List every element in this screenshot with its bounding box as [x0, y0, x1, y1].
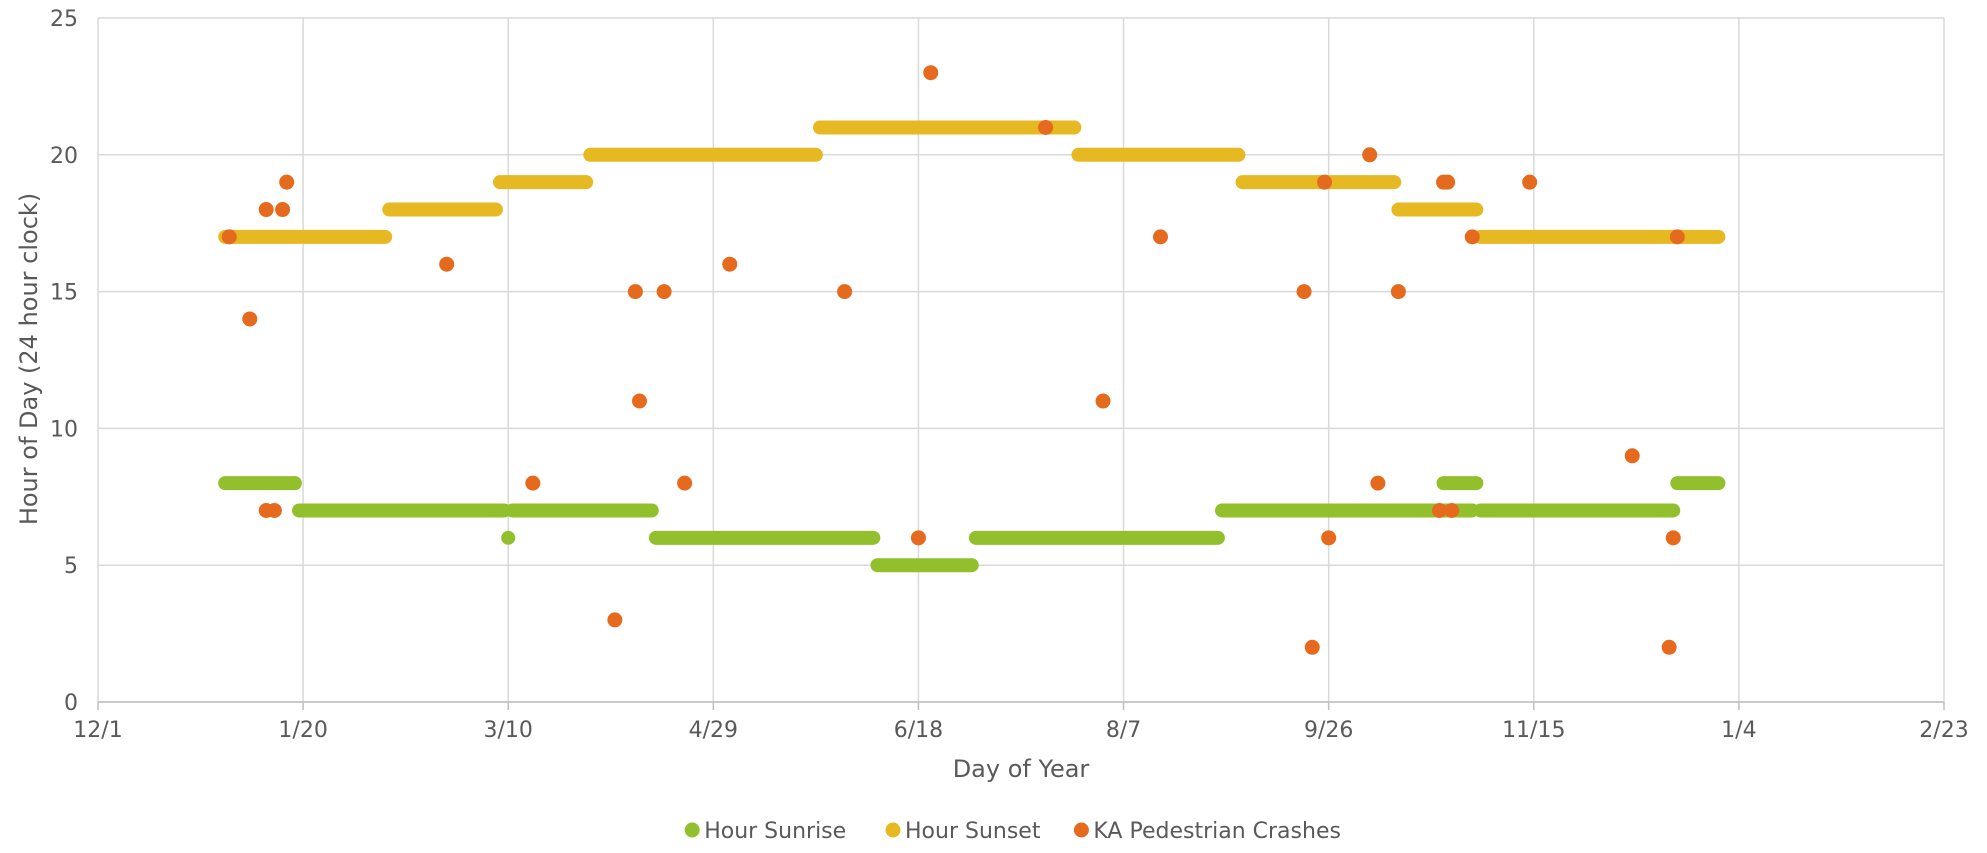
x-tick-label: 1/4 — [1721, 718, 1756, 743]
legend-label: KA Pedestrian Crashes — [1093, 819, 1341, 844]
crash-point — [627, 284, 643, 300]
crash-point — [631, 393, 647, 409]
crash-point — [258, 202, 274, 218]
crash-point — [1624, 448, 1640, 464]
crash-point — [1669, 229, 1685, 245]
crash-point — [1464, 229, 1480, 245]
crash-point — [439, 256, 455, 272]
crash-point — [607, 612, 623, 628]
crash-point — [242, 311, 258, 327]
legend-item: Hour Sunrise — [684, 819, 846, 844]
crash-point — [275, 202, 291, 218]
x-tick-label: 11/15 — [1502, 718, 1565, 743]
crash-point — [837, 284, 853, 300]
legend-item: Hour Sunset — [885, 819, 1041, 844]
crash-point — [1362, 147, 1378, 163]
x-axis-title: Day of Year — [953, 755, 1090, 783]
crash-point — [677, 475, 693, 491]
y-tick-label: 15 — [50, 281, 78, 306]
legend-marker — [1073, 822, 1089, 838]
crash-point — [1038, 119, 1054, 135]
crash-point — [266, 502, 282, 518]
crash-point — [910, 530, 926, 546]
data-marks — [218, 65, 1726, 655]
y-tick-label: 20 — [50, 144, 78, 169]
crash-point — [1431, 502, 1447, 518]
x-axis-ticks: 12/1 1/20 3/10 4/29 6/18 8/7 9/26 11/15 1/4 2/23 — [73, 718, 1968, 743]
x-tick-label: 1/20 — [278, 718, 327, 743]
crash-point — [656, 284, 672, 300]
crash-point — [525, 475, 541, 491]
x-tick-label: 6/18 — [894, 718, 943, 743]
y-tick-label: 25 — [50, 7, 78, 32]
y-axis-ticks: 0 5 10 15 20 25 — [50, 7, 78, 716]
crash-point — [1661, 639, 1677, 655]
crash-point — [1317, 174, 1333, 190]
crash-point — [722, 256, 738, 272]
crash-point — [1370, 475, 1386, 491]
x-tick-label: 8/7 — [1106, 718, 1141, 743]
gridlines — [97, 17, 1945, 710]
crash-point — [1296, 284, 1312, 300]
crash-point — [1152, 229, 1168, 245]
crash-point — [1665, 530, 1681, 546]
legend-marker — [885, 822, 901, 838]
crash-point — [1444, 502, 1460, 518]
x-tick-label: 9/26 — [1304, 718, 1353, 743]
crash-point — [1321, 530, 1337, 546]
crash-point — [1522, 174, 1538, 190]
legend-label: Hour Sunset — [905, 819, 1041, 844]
x-tick-label: 4/29 — [689, 718, 738, 743]
y-axis-title: Hour of Day (24 hour clock) — [15, 193, 43, 525]
legend-label: Hour Sunrise — [704, 819, 846, 844]
y-tick-label: 5 — [64, 554, 78, 579]
y-tick-label: 10 — [50, 417, 78, 442]
crash-point — [1440, 174, 1456, 190]
crash-point — [1304, 639, 1320, 655]
x-tick-label: 3/10 — [484, 718, 533, 743]
legend: Hour Sunrise Hour Sunset KA Pedestrian Cra… — [684, 819, 1341, 844]
crash-point — [923, 65, 939, 81]
crash-point — [279, 174, 295, 190]
crash-point — [221, 229, 237, 245]
legend-item: KA Pedestrian Crashes — [1073, 819, 1341, 844]
x-tick-label: 2/23 — [1919, 718, 1968, 743]
x-tick-label: 12/1 — [73, 718, 122, 743]
legend-marker — [684, 822, 700, 838]
crash-point — [1390, 284, 1406, 300]
y-tick-label: 0 — [64, 691, 78, 716]
crash-point — [1095, 393, 1111, 409]
